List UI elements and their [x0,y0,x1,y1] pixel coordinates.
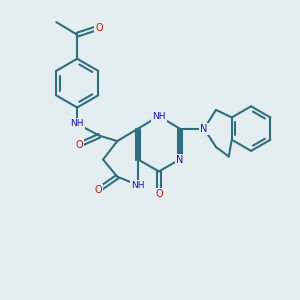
Text: O: O [94,185,102,195]
Text: NH: NH [70,119,84,128]
Text: O: O [75,140,83,150]
Text: O: O [155,189,163,199]
Text: N: N [176,154,183,164]
Text: O: O [95,22,103,32]
Text: NH: NH [152,112,166,121]
Text: NH: NH [131,181,145,190]
Text: N: N [200,124,208,134]
